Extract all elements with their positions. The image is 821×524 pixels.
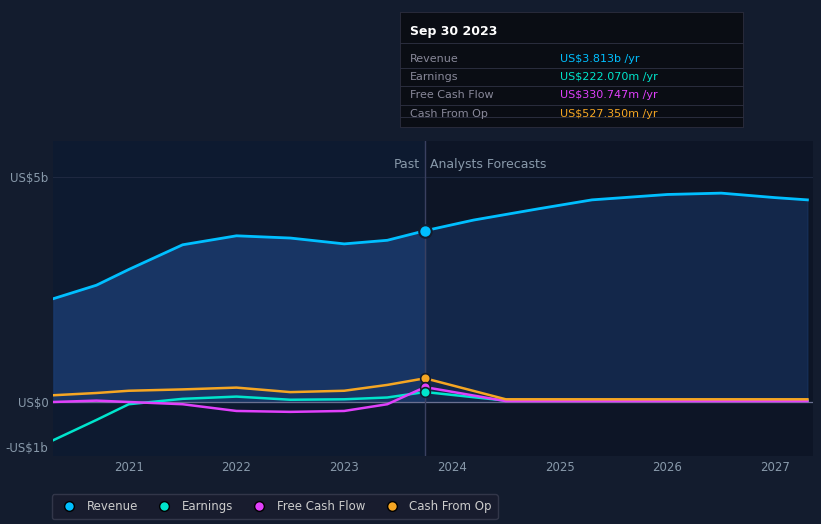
Bar [425, 141, 813, 456]
Legend: Revenue, Earnings, Free Cash Flow, Cash From Op: Revenue, Earnings, Free Cash Flow, Cash … [52, 494, 498, 519]
Text: US$527.350m /yr: US$527.350m /yr [560, 108, 658, 119]
Text: Revenue: Revenue [410, 53, 458, 64]
Text: Analysts Forecasts: Analysts Forecasts [430, 158, 547, 171]
Text: US$330.747m /yr: US$330.747m /yr [560, 90, 658, 101]
Text: Free Cash Flow: Free Cash Flow [410, 90, 493, 101]
Text: Sep 30 2023: Sep 30 2023 [410, 25, 497, 38]
Text: Earnings: Earnings [410, 72, 458, 82]
Text: US$3.813b /yr: US$3.813b /yr [560, 53, 640, 64]
Text: US$222.070m /yr: US$222.070m /yr [560, 72, 658, 82]
Text: Past: Past [393, 158, 420, 171]
Text: Cash From Op: Cash From Op [410, 108, 488, 119]
